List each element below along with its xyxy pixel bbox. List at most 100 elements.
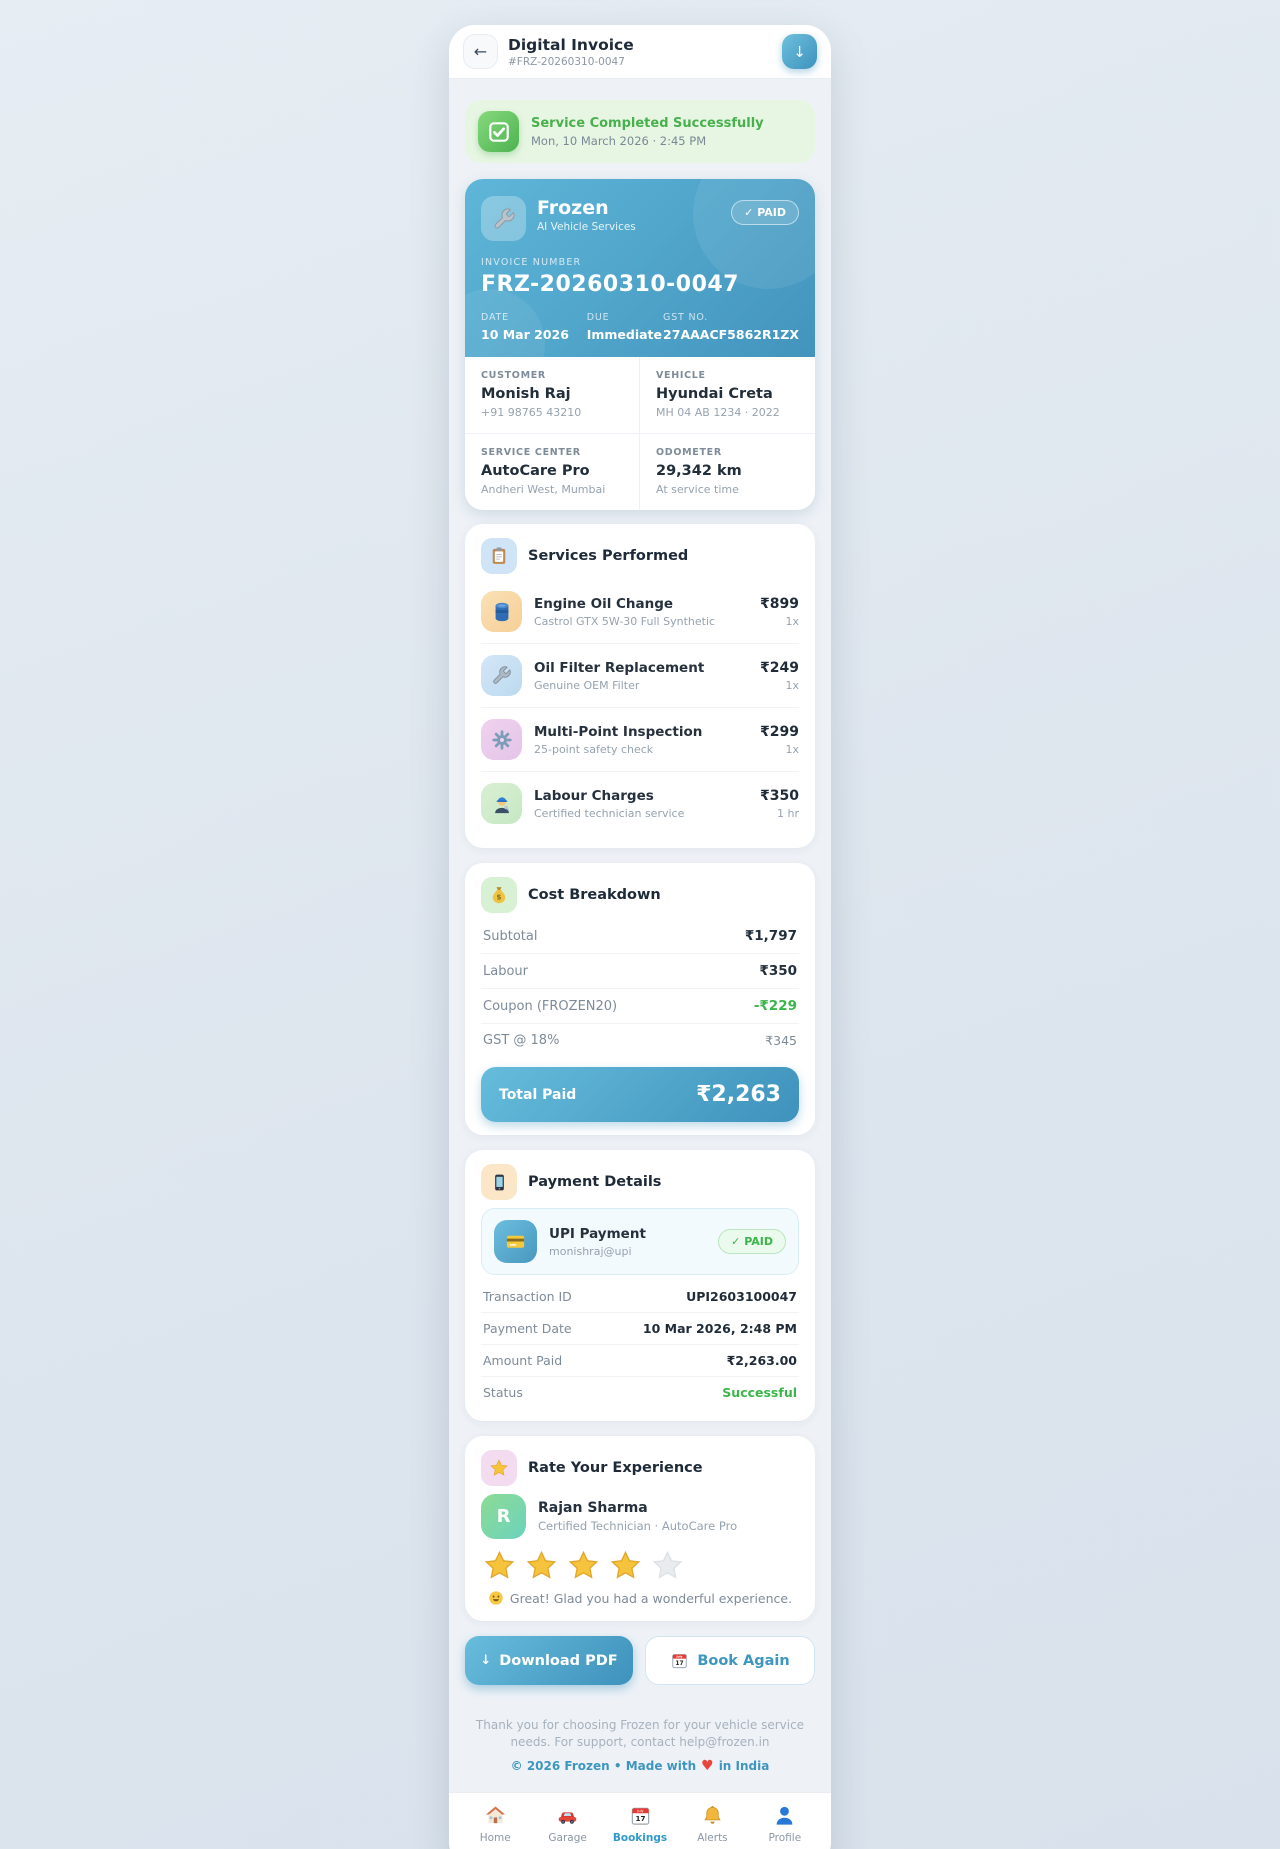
service-qty: 1x (785, 742, 799, 756)
meta-due: DUE Immediate (586, 312, 663, 342)
technician-role: Certified Technician · AutoCare Pro (538, 1519, 738, 1533)
smiley-icon (488, 1590, 504, 1606)
star-2[interactable] (525, 1549, 558, 1582)
star-1[interactable] (483, 1549, 516, 1582)
bell-icon (701, 1804, 724, 1827)
footer-copyright: © 2026 Frozen • Made with ♥ in India (510, 1758, 770, 1774)
payment-row: Payment Date 10 Mar 2026, 2:48 PM (481, 1313, 799, 1345)
invoice-number-label: INVOICE NUMBER (481, 257, 582, 268)
nav-profile[interactable]: Profile (749, 1804, 821, 1849)
service-qty: 1x (785, 614, 799, 628)
payment-row: Amount Paid ₹2,263.00 (481, 1345, 799, 1377)
svg-text:$: $ (497, 893, 502, 902)
credit-card-icon (494, 1220, 537, 1263)
download-icon: ↓ (793, 42, 806, 61)
brand-subtitle: AI Vehicle Services (537, 221, 636, 233)
invoice-details-grid: CUSTOMER Monish Raj +91 98765 43210 VEHI… (465, 357, 815, 510)
cost-row: GST @ 18% ₹345 (483, 1033, 797, 1048)
download-pdf-button[interactable]: ↓ Download PDF (465, 1636, 633, 1685)
svg-text:July: July (636, 1809, 643, 1813)
total-paid-bar: Total Paid ₹2,263 (481, 1067, 799, 1122)
status-title: Service Completed Successfully (531, 115, 764, 131)
star-4[interactable] (609, 1549, 642, 1582)
total-amount: ₹2,263 (696, 1082, 781, 1107)
avatar: R (481, 1494, 526, 1539)
car-icon (556, 1804, 579, 1827)
meta-gst: GST NO. 27AAACF5862R1ZX (663, 312, 799, 342)
service-qty: 1x (785, 678, 799, 692)
heart-icon: ♥ (701, 1758, 714, 1774)
service-row: Labour Charges Certified technician serv… (481, 771, 799, 835)
bottom-nav: Home Garage July 17 Bookings Alerts Profi… (449, 1792, 831, 1849)
invoice-card: Frozen AI Vehicle Services ✓ PAID INVOIC… (465, 179, 815, 510)
payment-row: Status Successful (483, 1385, 797, 1400)
cost-row: Labour ₹350 (481, 954, 799, 989)
svg-text:17: 17 (676, 1660, 684, 1667)
calendar-icon: July 17 (670, 1651, 689, 1670)
footer-thanks: Thank you for choosing Frozen for your v… (475, 1718, 805, 1749)
service-row: Engine Oil Change Castrol GTX 5W-30 Full… (481, 580, 799, 643)
action-buttons: ↓ Download PDF July 17 Book Again (465, 1636, 815, 1685)
star-rating (483, 1549, 799, 1582)
wrench-logo-icon (481, 196, 526, 241)
service-row: Multi-Point Inspection 25-point safety c… (481, 707, 799, 771)
back-button[interactable]: ← (463, 34, 498, 69)
service-price: ₹899 (760, 595, 799, 612)
service-price: ₹299 (760, 723, 799, 740)
cost-row: Subtotal ₹1,797 (481, 919, 799, 954)
service-price: ₹249 (760, 659, 799, 676)
nav-garage[interactable]: Garage (531, 1804, 603, 1849)
detail-vehicle: VEHICLE Hyundai Creta MH 04 AB 1234 · 20… (656, 370, 780, 419)
svg-text:17: 17 (635, 1814, 645, 1823)
header: ← Digital Invoice #FRZ-20260310-0047 ↓ (449, 25, 831, 79)
technician-name: Rajan Sharma (538, 1500, 648, 1516)
wrench-icon (481, 655, 522, 696)
service-price: ₹350 (760, 787, 799, 804)
cost-card: $ Cost Breakdown Subtotal ₹1,797 Labour … (465, 863, 815, 1135)
star-5[interactable] (651, 1549, 684, 1582)
cost-title: Cost Breakdown (528, 887, 661, 903)
invoice-number: FRZ-20260310-0047 (481, 272, 739, 297)
svg-text:July: July (676, 1655, 683, 1659)
money-bag-icon: $ (481, 877, 517, 913)
detail-odometer: ODOMETER 29,342 km At service time (640, 433, 815, 510)
detail-customer: CUSTOMER Monish Raj +91 98765 43210 (465, 357, 640, 433)
download-icon: ↓ (480, 1653, 492, 1668)
nav-bookings[interactable]: July 17 Bookings (604, 1804, 676, 1849)
service-qty: 1 hr (777, 806, 799, 820)
star-3[interactable] (567, 1549, 600, 1582)
detail-service-center: SERVICE CENTER AutoCare Pro Andheri West… (465, 433, 640, 510)
back-arrow-icon: ← (473, 42, 488, 61)
payment-row: Transaction ID UPI2603100047 (481, 1281, 799, 1313)
rating-message: Great! Glad you had a wonderful experien… (481, 1590, 799, 1608)
status-banner: Service Completed Successfully Mon, 10 M… (465, 100, 815, 163)
status-datetime: Mon, 10 March 2026 · 2:45 PM (531, 133, 707, 148)
invoice-reference: #FRZ-20260310-0047 (508, 55, 625, 68)
payment-card: Payment Details UPI Payment monishraj@up… (465, 1150, 815, 1421)
book-again-button[interactable]: July 17 Book Again (645, 1636, 815, 1685)
brand-name: Frozen (537, 197, 609, 219)
invoice-screen: ← Digital Invoice #FRZ-20260310-0047 ↓ S… (449, 25, 831, 1849)
home-icon (484, 1804, 507, 1827)
rating-title: Rate Your Experience (528, 1460, 703, 1476)
person-icon (773, 1804, 796, 1827)
payment-status: Successful (722, 1385, 797, 1400)
payment-handle: monishraj@upi (549, 1244, 632, 1258)
check-icon (478, 111, 519, 152)
star-icon (481, 1450, 517, 1486)
download-button[interactable]: ↓ (782, 34, 817, 69)
gear-icon (481, 719, 522, 760)
service-row: Oil Filter Replacement Genuine OEM Filte… (481, 643, 799, 707)
phone-icon (481, 1164, 517, 1200)
coupon-discount: -₹229 (753, 998, 797, 1014)
meta-date: DATE 10 Mar 2026 (481, 312, 569, 342)
paid-badge: ✓ PAID (731, 200, 799, 225)
payment-method-name: UPI Payment (549, 1225, 646, 1242)
services-title: Services Performed (528, 548, 689, 564)
cost-row: Coupon (FROZEN20) -₹229 (481, 989, 799, 1024)
services-card: Services Performed Engine Oil Change Cas… (465, 524, 815, 848)
clipboard-icon (481, 538, 517, 574)
payment-method: UPI Payment monishraj@upi ✓ PAID (481, 1208, 799, 1275)
nav-alerts[interactable]: Alerts (676, 1804, 748, 1849)
nav-home[interactable]: Home (459, 1804, 531, 1849)
